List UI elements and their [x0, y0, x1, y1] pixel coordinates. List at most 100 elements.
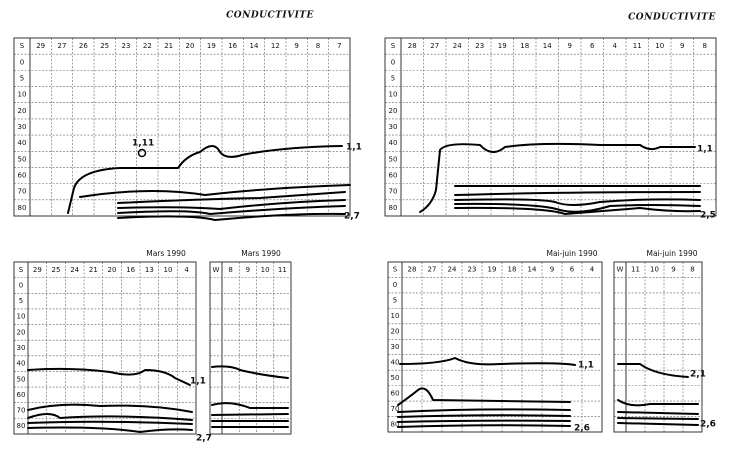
column-label: 24	[453, 42, 462, 50]
column-label: 12	[271, 42, 280, 50]
row-label: 60	[389, 172, 398, 180]
column-label: 9	[550, 266, 554, 274]
column-label: 4	[590, 266, 595, 274]
column-label: 27	[58, 42, 67, 50]
row-label: 70	[389, 188, 398, 196]
column-label: 14	[528, 266, 537, 274]
row-label: 0	[393, 281, 397, 289]
column-label: 29	[36, 42, 45, 50]
row-label: 30	[389, 123, 398, 131]
row-label: 80	[389, 204, 398, 212]
row-label: 10	[391, 312, 400, 320]
column-label: 23	[122, 42, 131, 50]
column-label: 18	[508, 266, 517, 274]
column-label: 4	[613, 42, 618, 50]
column-label: 23	[468, 266, 477, 274]
row-label: S	[19, 266, 24, 274]
page-title: CONDUCTIVITE	[628, 13, 716, 23]
grid-frame	[13, 37, 351, 217]
page-title: CONDUCTIVITE	[226, 11, 314, 21]
column-label: 10	[655, 42, 664, 50]
column-label: 24	[448, 266, 457, 274]
marker	[137, 148, 147, 158]
column-label: 6	[590, 42, 595, 50]
column-label: 23	[475, 42, 484, 50]
column-label: 14	[250, 42, 259, 50]
row-label: 5	[391, 74, 395, 82]
row-label: 0	[391, 58, 395, 66]
curve-label: 2,5	[700, 211, 716, 221]
column-label: 9	[671, 266, 675, 274]
row-label: 50	[18, 155, 27, 163]
grid-frame	[13, 261, 197, 435]
row-label: 30	[18, 123, 27, 131]
curve-label: 2,7	[196, 434, 212, 444]
row-label: S	[393, 266, 398, 274]
column-label: 8	[316, 42, 320, 50]
row-label: 60	[17, 391, 26, 399]
row-label: 70	[18, 188, 27, 196]
row-label: 40	[391, 358, 400, 366]
row-label: 20	[17, 328, 26, 336]
row-label: 60	[391, 389, 400, 397]
curve-label: 1,1	[578, 361, 594, 371]
row-label: 0	[19, 281, 23, 289]
column-label: 25	[52, 266, 61, 274]
row-label: 50	[17, 375, 26, 383]
column-label: 16	[228, 42, 237, 50]
row-label: 30	[17, 344, 26, 352]
curve-label: 1,1	[190, 377, 206, 387]
grid-frame	[387, 261, 603, 433]
row-label: 70	[17, 407, 26, 415]
column-label: 18	[520, 42, 529, 50]
column-label: 9	[294, 42, 298, 50]
column-label: 13	[145, 266, 154, 274]
curve-label: 1,1	[346, 143, 362, 153]
row-label: 10	[17, 313, 26, 321]
row-label: 80	[18, 204, 27, 212]
column-label: 7	[337, 42, 341, 50]
column-label: 8	[228, 266, 232, 274]
column-label: 10	[650, 266, 659, 274]
row-label: 20	[389, 107, 398, 115]
curve-label: 2,7	[344, 212, 360, 222]
grid-frame	[209, 261, 292, 435]
column-label: 9	[246, 266, 250, 274]
column-label: 21	[164, 42, 173, 50]
curve-label: 1,1	[697, 145, 713, 155]
column-label: 11	[631, 266, 640, 274]
column-label: 27	[428, 266, 437, 274]
column-label: 10	[164, 266, 173, 274]
column-label: 22	[143, 42, 152, 50]
row-label: S	[391, 42, 396, 50]
grid-frame	[613, 261, 703, 433]
column-label: 28	[408, 42, 417, 50]
row-label: 40	[18, 139, 27, 147]
column-label: 19	[488, 266, 497, 274]
row-label: 30	[391, 343, 400, 351]
column-label: 20	[108, 266, 117, 274]
column-label: 20	[186, 42, 195, 50]
column-label: 6	[570, 266, 575, 274]
column-label: 14	[543, 42, 552, 50]
row-label: 10	[389, 91, 398, 99]
column-label: 19	[207, 42, 216, 50]
column-label: 25	[100, 42, 109, 50]
row-label: W	[213, 266, 220, 274]
column-label: 21	[89, 266, 98, 274]
column-label: 9	[568, 42, 572, 50]
column-label: 26	[79, 42, 88, 50]
row-label: 80	[17, 422, 26, 430]
column-label: 16	[126, 266, 135, 274]
column-label: 9	[680, 42, 684, 50]
curve-label: 2,1	[690, 370, 706, 380]
row-label: S	[20, 42, 25, 50]
panel-header: Mai-juin 1990	[646, 249, 697, 258]
row-label: 60	[18, 172, 27, 180]
column-label: 4	[184, 266, 189, 274]
grid-frame	[384, 37, 717, 217]
row-label: 10	[18, 91, 27, 99]
column-label: 19	[498, 42, 507, 50]
column-label: 11	[278, 266, 287, 274]
